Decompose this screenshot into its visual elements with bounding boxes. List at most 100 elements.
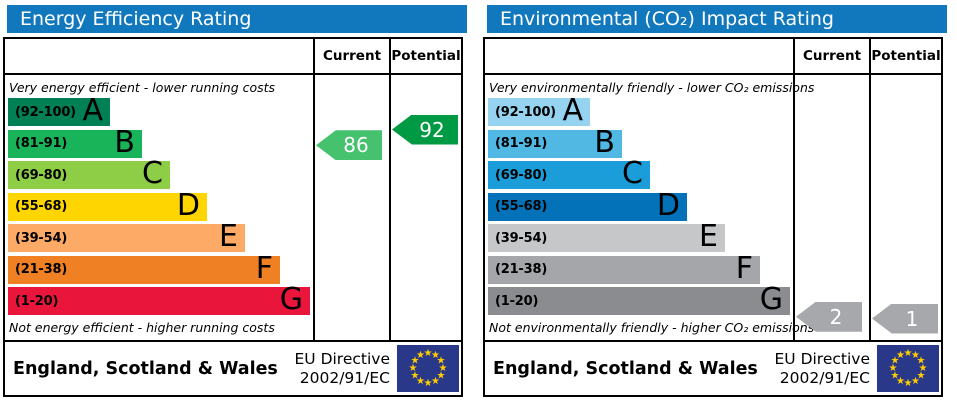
potential-column-header: Potential — [871, 48, 941, 64]
eu-star: ★ — [889, 363, 898, 374]
column-divider — [793, 39, 795, 342]
band-a-bar: (92-100) A — [8, 93, 110, 128]
band-b-bar: (81-91) B — [8, 124, 142, 160]
eu-star: ★ — [911, 350, 920, 361]
eu-star: ★ — [437, 356, 446, 367]
footer: England, Scotland & Wales EU Directive 2… — [5, 342, 461, 395]
potential-rating-value: 92 — [419, 117, 445, 142]
bottom-note: Not environmentally friendly - higher CO… — [489, 320, 815, 335]
band-range-label: (1-20) — [495, 293, 539, 309]
band-letter: F — [735, 250, 753, 286]
band-e-bar: (39-54) E — [8, 219, 245, 254]
band-letter: C — [142, 156, 163, 191]
band-g-bar: (1-20) G — [488, 282, 790, 317]
eu-star: ★ — [424, 378, 433, 389]
band-range-label: (21-38) — [495, 262, 548, 277]
current-rating-arrow: 86 — [316, 130, 382, 161]
band-range-label: (39-54) — [495, 230, 548, 246]
energy-efficiency-panel: Energy Efficiency Rating Current Potenti… — [3, 0, 467, 404]
eu-star: ★ — [439, 363, 448, 374]
band-f-bar: (21-38) F — [488, 250, 760, 286]
eu-flag-field — [397, 345, 459, 392]
current-rating-value: 86 — [343, 133, 369, 158]
band-range-label: (21-38) — [15, 262, 68, 277]
eu-star: ★ — [904, 378, 913, 389]
eu-star: ★ — [424, 348, 433, 359]
band-a-bar: (92-100) A — [488, 93, 590, 128]
band-c-bar: (69-80) C — [8, 156, 170, 191]
eu-star: ★ — [891, 356, 900, 367]
current-rating-value: 2 — [829, 304, 843, 329]
current-column-header: Current — [802, 48, 862, 64]
band-range-label: (1-20) — [15, 293, 59, 309]
potential-rating-arrow: 1 — [872, 303, 938, 334]
eu-star: ★ — [917, 371, 926, 382]
band-letter: C — [622, 156, 643, 191]
co2-panel-title: Environmental (CO₂) Impact Rating — [487, 5, 947, 33]
band-range-label: (81-91) — [495, 136, 548, 151]
eu-star: ★ — [437, 371, 446, 382]
energy-panel-title: Energy Efficiency Rating — [7, 5, 467, 33]
top-note: Very energy efficient - lower running co… — [9, 80, 276, 95]
eu-star: ★ — [416, 376, 425, 387]
band-letter: F — [255, 250, 273, 286]
eu-star: ★ — [431, 376, 440, 387]
band-letter: B — [114, 124, 135, 160]
band-letter: E — [699, 219, 718, 254]
band-e-bar: (39-54) E — [488, 219, 725, 254]
band-letter: D — [176, 187, 200, 223]
eu-star: ★ — [416, 350, 425, 361]
eu-flag: ★★★★★★★★★★★★ — [397, 345, 459, 392]
band-range-label: (55-68) — [495, 199, 548, 214]
eu-star: ★ — [411, 356, 420, 367]
header-divider — [5, 73, 461, 75]
band-letter: D — [656, 187, 680, 223]
eu-star: ★ — [904, 348, 913, 359]
eu-star: ★ — [411, 371, 420, 382]
column-divider — [389, 39, 391, 342]
eu-star: ★ — [431, 350, 440, 361]
top-note: Very environmentally friendly - lower CO… — [489, 80, 815, 95]
band-g-bar: (1-20) G — [8, 282, 310, 317]
eu-star: ★ — [409, 363, 418, 374]
eu-flag: ★★★★★★★★★★★★ — [877, 345, 939, 392]
column-divider — [869, 39, 871, 342]
region-label: England, Scotland & Wales — [13, 358, 278, 379]
eu-star: ★ — [896, 376, 905, 387]
eu-star: ★ — [891, 371, 900, 382]
band-d-bar: (55-68) D — [488, 187, 687, 223]
band-f-bar: (21-38) F — [8, 250, 280, 286]
footer-divider — [485, 340, 941, 342]
eu-star: ★ — [919, 363, 928, 374]
band-range-label: (92-100) — [495, 104, 556, 120]
energy-rating-table: Current Potential Very energy efficient … — [3, 37, 463, 397]
band-range-label: (69-80) — [495, 167, 548, 183]
eu-star: ★ — [911, 376, 920, 387]
region-label: England, Scotland & Wales — [493, 358, 758, 379]
eu-directive-label: EU Directive 2002/91/EC — [774, 350, 871, 387]
potential-column-header: Potential — [391, 48, 461, 64]
band-c-bar: (69-80) C — [488, 156, 650, 191]
header-divider — [485, 73, 941, 75]
column-divider — [313, 39, 315, 342]
band-letter: G — [279, 282, 303, 317]
co2-rating-table: Current Potential Very environmentally f… — [483, 37, 943, 397]
band-letter: E — [219, 219, 238, 254]
footer-divider — [5, 340, 461, 342]
potential-rating-value: 1 — [905, 306, 919, 331]
band-letter: B — [594, 124, 615, 160]
footer: England, Scotland & Wales EU Directive 2… — [485, 342, 941, 395]
bottom-note: Not energy efficient - higher running co… — [9, 320, 275, 335]
band-letter: A — [562, 93, 583, 128]
band-range-label: (81-91) — [15, 136, 68, 151]
band-letter: A — [82, 93, 103, 128]
current-column-header: Current — [322, 48, 382, 64]
band-b-bar: (81-91) B — [488, 124, 622, 160]
potential-rating-arrow: 92 — [392, 114, 458, 145]
band-letter: G — [759, 282, 783, 317]
eu-directive-label: EU Directive 2002/91/EC — [294, 350, 391, 387]
band-range-label: (55-68) — [15, 199, 68, 214]
band-range-label: (39-54) — [15, 230, 68, 246]
band-range-label: (69-80) — [15, 167, 68, 183]
